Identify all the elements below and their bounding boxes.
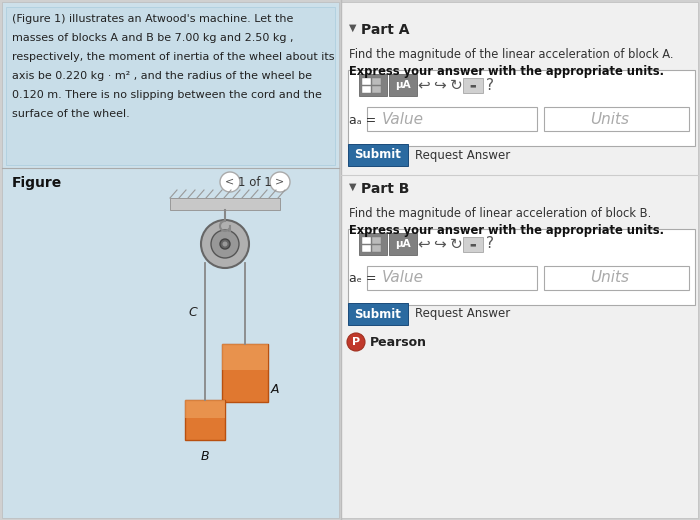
FancyBboxPatch shape [544,266,689,290]
FancyBboxPatch shape [359,233,387,255]
Text: μA: μA [395,80,411,90]
Text: ▬: ▬ [470,82,476,88]
Text: Units: Units [590,270,629,285]
Text: surface of the wheel.: surface of the wheel. [12,109,130,119]
FancyBboxPatch shape [544,107,689,131]
Circle shape [270,172,290,192]
Text: ↻: ↻ [449,237,463,252]
FancyBboxPatch shape [463,237,483,252]
Text: ↩: ↩ [418,237,430,252]
Text: ↻: ↻ [449,77,463,93]
Text: Express your answer with the appropriate units.: Express your answer with the appropriate… [349,224,664,237]
Circle shape [201,220,249,268]
FancyBboxPatch shape [2,2,339,518]
Text: ▼: ▼ [349,23,356,33]
Text: (Figure 1) illustrates an Atwood's machine. Let the: (Figure 1) illustrates an Atwood's machi… [12,14,293,24]
FancyBboxPatch shape [372,245,381,252]
Text: P: P [352,337,360,347]
FancyBboxPatch shape [348,70,695,146]
Text: C: C [188,305,197,318]
Text: Request Answer: Request Answer [415,149,510,162]
Text: ↪: ↪ [433,77,447,93]
Text: aₑ =: aₑ = [349,272,377,285]
Circle shape [220,239,230,249]
Text: Submit: Submit [355,149,401,162]
Text: >: > [275,176,285,187]
Text: aₐ =: aₐ = [349,113,377,126]
Text: Find the magnitude of linear acceleration of block B.: Find the magnitude of linear acceleratio… [349,207,651,220]
FancyBboxPatch shape [389,233,417,255]
Text: <: < [225,176,234,187]
Text: ↩: ↩ [418,77,430,93]
FancyBboxPatch shape [362,245,371,252]
Text: ↪: ↪ [433,237,447,252]
Text: ▼: ▼ [349,182,356,192]
Text: Value: Value [382,270,424,285]
Text: Find the magnitude of the linear acceleration of block A.: Find the magnitude of the linear acceler… [349,48,673,61]
FancyBboxPatch shape [348,229,695,305]
FancyBboxPatch shape [372,237,381,244]
Text: B: B [201,450,209,463]
Circle shape [211,230,239,258]
Text: Value: Value [382,111,424,126]
Text: Request Answer: Request Answer [415,307,510,320]
Circle shape [220,172,240,192]
FancyBboxPatch shape [463,78,483,93]
FancyBboxPatch shape [6,7,335,165]
Circle shape [347,333,365,351]
Text: Part A: Part A [361,23,409,37]
FancyBboxPatch shape [185,400,225,418]
Text: Submit: Submit [355,307,401,320]
Text: Pearson: Pearson [370,335,427,348]
FancyBboxPatch shape [348,144,408,166]
Text: A: A [271,383,279,396]
FancyBboxPatch shape [367,266,537,290]
Text: ▬: ▬ [470,241,476,247]
FancyBboxPatch shape [372,78,381,85]
FancyBboxPatch shape [367,107,537,131]
Text: masses of blocks A and B be 7.00 kg and 2.50 kg ,: masses of blocks A and B be 7.00 kg and … [12,33,293,43]
FancyBboxPatch shape [372,86,381,93]
Text: Part B: Part B [361,182,409,196]
Circle shape [223,241,228,246]
FancyBboxPatch shape [362,78,371,85]
FancyBboxPatch shape [359,74,387,96]
Text: Units: Units [590,111,629,126]
Text: 0.120 m. There is no slipping between the cord and the: 0.120 m. There is no slipping between th… [12,90,322,100]
FancyBboxPatch shape [362,237,371,244]
Text: Express your answer with the appropriate units.: Express your answer with the appropriate… [349,65,664,78]
FancyBboxPatch shape [348,303,408,325]
FancyBboxPatch shape [170,198,280,210]
FancyBboxPatch shape [185,400,225,440]
FancyBboxPatch shape [341,2,698,518]
Text: ?: ? [486,77,494,93]
FancyBboxPatch shape [389,74,417,96]
FancyBboxPatch shape [362,86,371,93]
Text: axis be 0.220 kg · m² , and the radius of the wheel be: axis be 0.220 kg · m² , and the radius o… [12,71,312,81]
FancyBboxPatch shape [222,344,268,402]
FancyBboxPatch shape [222,344,268,370]
Text: ?: ? [486,237,494,252]
Text: μA: μA [395,239,411,249]
Text: respectively, the moment of inertia of the wheel about its: respectively, the moment of inertia of t… [12,52,335,62]
Text: 1 of 1: 1 of 1 [238,175,272,188]
Text: Figure: Figure [12,176,62,190]
